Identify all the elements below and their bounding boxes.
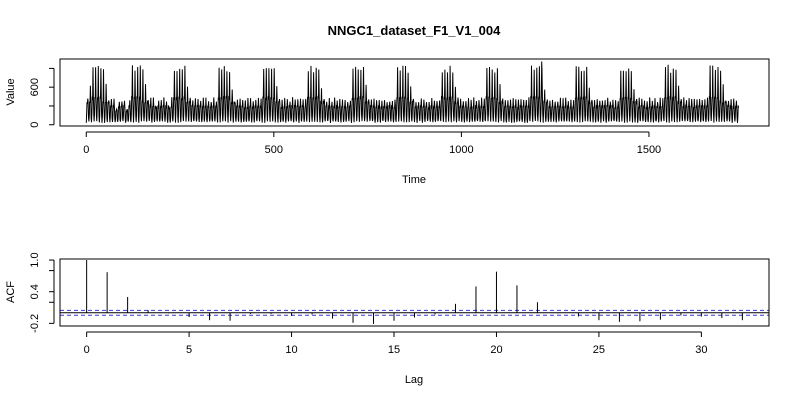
time-x-tick-label: 0 <box>83 144 89 156</box>
time-x-tick-label: 1500 <box>637 144 661 156</box>
time-series-panel: NNGC1_dataset_F1_V1_004 0 500 1000 1500 0 60… <box>5 23 770 186</box>
time-x-tick-label: 500 <box>265 144 283 156</box>
lag-x-tick-label: 0 <box>84 344 90 356</box>
lag-x-tick-label: 30 <box>695 344 707 356</box>
acf-panel: 0 5 10 15 20 25 30 -0.2 0.4 1.0 Lag ACF <box>5 252 770 386</box>
acf-y-axis-label: ACF <box>5 281 17 303</box>
time-x-axis: 0 500 1000 1500 <box>83 131 661 156</box>
lag-x-tick-label: 10 <box>285 344 297 356</box>
lag-x-axis: 0 5 10 15 20 25 30 <box>84 331 708 356</box>
chart-title: NNGC1_dataset_F1_V1_004 <box>328 23 501 38</box>
time-series-plot-frame <box>59 58 770 127</box>
acf-y-tick-label: -0.2 <box>29 314 41 333</box>
acf-y-tick-label: 1.0 <box>29 252 41 267</box>
lag-x-axis-label: Lag <box>405 374 423 386</box>
value-y-tick-label: 0 <box>29 122 41 128</box>
lag-x-tick-label: 25 <box>593 344 605 356</box>
value-y-tick-label: 600 <box>29 78 41 96</box>
time-series-line <box>85 61 740 123</box>
lag-x-tick-label: 20 <box>490 344 502 356</box>
lag-x-tick-label: 15 <box>388 344 400 356</box>
acf-bars <box>86 260 743 324</box>
acf-y-tick-label: 0.4 <box>29 284 41 299</box>
time-x-axis-label: Time <box>402 174 426 186</box>
lag-x-tick-label: 5 <box>186 344 192 356</box>
value-y-axis: 0 600 <box>29 67 55 128</box>
acf-y-axis: -0.2 0.4 1.0 <box>29 252 55 333</box>
time-x-tick-label: 1000 <box>449 144 473 156</box>
value-y-axis-label: Value <box>5 78 17 105</box>
acf-plot-frame <box>59 258 770 327</box>
